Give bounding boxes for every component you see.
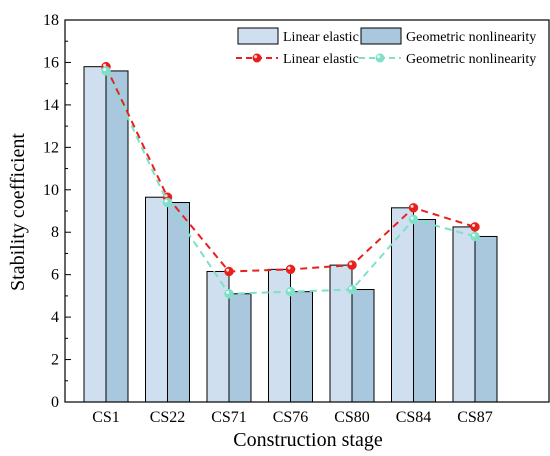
bar-geometric-nonlinearity-cs84 xyxy=(413,218,436,403)
point-linear-elastic-cs84 xyxy=(408,203,419,213)
point-geometric-nonlinearity-cs80 xyxy=(347,284,357,295)
bar-geometric-nonlinearity-cs71 xyxy=(228,293,252,403)
legend-label-bar-geometric-nonlinearity: Geometric nonlinearity xyxy=(406,30,536,45)
x-axis-title: Construction stage xyxy=(233,429,383,451)
bar-linear-elastic-cs22 xyxy=(145,196,168,403)
point-geometric-nonlinearity-cs1 xyxy=(101,66,111,76)
y-axis-title: Stability coefficient xyxy=(7,133,29,291)
legend-marker-geometric-nonlinearity xyxy=(375,53,385,63)
plot-area: 0 2 4 6 8 10 12 14 16 18 CS1 CS22 CS71 CS76 CS80 CS84 CS… xyxy=(43,12,550,426)
legend-marker-highlight-linear-elastic xyxy=(254,55,258,59)
bar-linear-elastic-cs87 xyxy=(452,226,476,403)
point-highlight-linear-elastic-cs87 xyxy=(472,224,476,228)
y-tick-label-18: 18 xyxy=(43,12,59,29)
legend-marker-linear-elastic xyxy=(252,53,262,63)
point-highlight-geometric-nonlinearity-cs80 xyxy=(349,286,353,290)
x-tick-label-cs84: CS84 xyxy=(396,409,432,426)
x-tick-label-cs22: CS22 xyxy=(150,409,186,426)
legend-label-bar-linear-elastic: Linear elastic xyxy=(283,30,359,45)
legend-label-line-geometric-nonlinearity: Geometric nonlinearity xyxy=(406,52,536,67)
point-geometric-nonlinearity-cs87 xyxy=(470,231,480,242)
point-highlight-linear-elastic-cs1 xyxy=(103,63,107,67)
legend-marker-highlight-geometric-nonlinearity xyxy=(377,55,381,59)
point-linear-elastic-cs80 xyxy=(347,260,357,270)
y-tick-label-16: 16 xyxy=(43,54,59,71)
bar-geometric-nonlinearity-cs76 xyxy=(290,291,313,403)
y-tick-label-2: 2 xyxy=(51,352,59,369)
bar-linear-elastic-cs1 xyxy=(83,66,107,403)
point-linear-elastic-cs76 xyxy=(285,264,296,275)
point-highlight-linear-elastic-cs84 xyxy=(410,204,414,208)
y-tick-label-8: 8 xyxy=(51,224,59,241)
legend-swatch-bar-linear-elastic xyxy=(237,27,279,45)
point-highlight-linear-elastic-cs80 xyxy=(349,262,353,266)
point-geometric-nonlinearity-cs84 xyxy=(408,214,419,225)
x-tick-label-cs71: CS71 xyxy=(211,409,247,426)
y-tick-label-6: 6 xyxy=(51,267,59,284)
point-geometric-nonlinearity-cs71 xyxy=(224,289,234,299)
y-tick-label-10: 10 xyxy=(43,182,59,199)
legend: Linear elastic Geometric nonlinearity Line… xyxy=(234,24,546,68)
bar-linear-elastic-cs84 xyxy=(391,207,414,403)
point-geometric-nonlinearity-cs22 xyxy=(162,197,173,208)
x-tick-label-cs1: CS1 xyxy=(92,409,120,426)
x-tick-label-cs80: CS80 xyxy=(334,409,370,426)
legend-label-line-linear-elastic: Linear elastic xyxy=(283,52,359,67)
point-highlight-linear-elastic-cs76 xyxy=(287,266,291,270)
y-tick-label-14: 14 xyxy=(43,97,59,114)
bar-geometric-nonlinearity-cs22 xyxy=(167,202,190,403)
point-highlight-geometric-nonlinearity-cs87 xyxy=(472,233,476,237)
y-tick-label-12: 12 xyxy=(43,139,59,156)
point-highlight-geometric-nonlinearity-cs76 xyxy=(287,288,291,292)
y-tick-label-4: 4 xyxy=(51,309,59,326)
point-highlight-linear-elastic-cs71 xyxy=(226,268,230,272)
point-highlight-geometric-nonlinearity-cs71 xyxy=(226,290,230,294)
point-highlight-geometric-nonlinearity-cs84 xyxy=(410,216,414,220)
point-geometric-nonlinearity-cs76 xyxy=(285,286,296,297)
point-linear-elastic-cs71 xyxy=(224,266,234,277)
bar-geometric-nonlinearity-cs87 xyxy=(474,235,498,403)
point-highlight-geometric-nonlinearity-cs22 xyxy=(164,199,168,203)
point-linear-elastic-cs87 xyxy=(470,222,480,232)
y-tick-label-0: 0 xyxy=(51,394,59,411)
x-tick-label-cs76: CS76 xyxy=(273,409,309,426)
point-highlight-geometric-nonlinearity-cs1 xyxy=(103,68,107,72)
legend-swatch-bar-geometric-nonlinearity xyxy=(360,27,402,45)
bar-geometric-nonlinearity-cs80 xyxy=(351,289,375,403)
bar-linear-elastic-cs80 xyxy=(329,264,353,403)
bar-geometric-nonlinearity-cs1 xyxy=(105,70,129,403)
x-tick-label-cs87: CS87 xyxy=(457,409,493,426)
